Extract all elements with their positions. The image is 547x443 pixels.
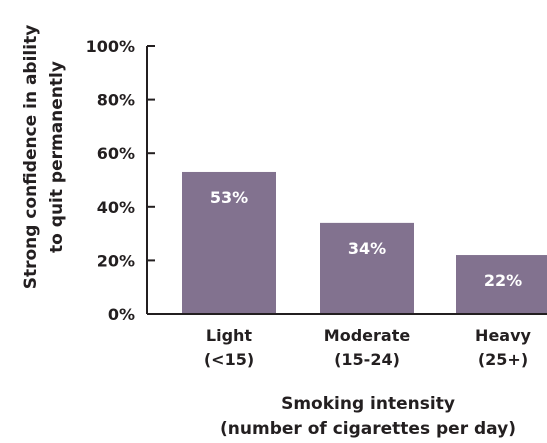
category-label-0-line-1: (<15): [204, 350, 254, 369]
bar-0: [182, 171, 276, 314]
y-axis-title-line-0: Strong confidence in ability: [21, 25, 41, 290]
category-label-1-line-1: (15-24): [334, 350, 400, 369]
category-label-1: Moderate (15-24): [324, 326, 411, 369]
category-label-0: Light (<15): [204, 326, 254, 369]
category-label-2-line-1: (25+): [478, 350, 528, 369]
y-axis-title: Strong confidence in ability to quit perm…: [21, 25, 67, 290]
y-tick-label-1: 20%: [97, 251, 135, 270]
category-label-2: Heavy (25+): [475, 326, 531, 369]
data-label-2: 22%: [484, 271, 522, 290]
y-axis-title-line-1: to quit permanently: [47, 61, 67, 253]
y-tick-label-4: 80%: [97, 91, 135, 110]
y-tick-label-3: 60%: [97, 144, 135, 163]
y-tick-label-2: 40%: [97, 198, 135, 217]
category-label-0-line-0: Light: [206, 326, 253, 345]
y-tick-label-5: 100%: [86, 37, 135, 56]
category-label-1-line-0: Moderate: [324, 326, 411, 345]
bar-2: [456, 255, 547, 314]
data-label-0: 53%: [210, 188, 248, 207]
bar-1: [320, 222, 414, 314]
category-label-2-line-0: Heavy: [475, 326, 531, 345]
x-axis-title-line-0: Smoking intensity: [281, 394, 455, 414]
x-axis-title: Smoking intensity (number of cigarettes p…: [220, 394, 516, 439]
data-label-1: 34%: [348, 239, 386, 258]
y-tick-label-0: 0%: [108, 305, 135, 324]
x-axis-title-line-1: (number of cigarettes per day): [220, 419, 516, 439]
